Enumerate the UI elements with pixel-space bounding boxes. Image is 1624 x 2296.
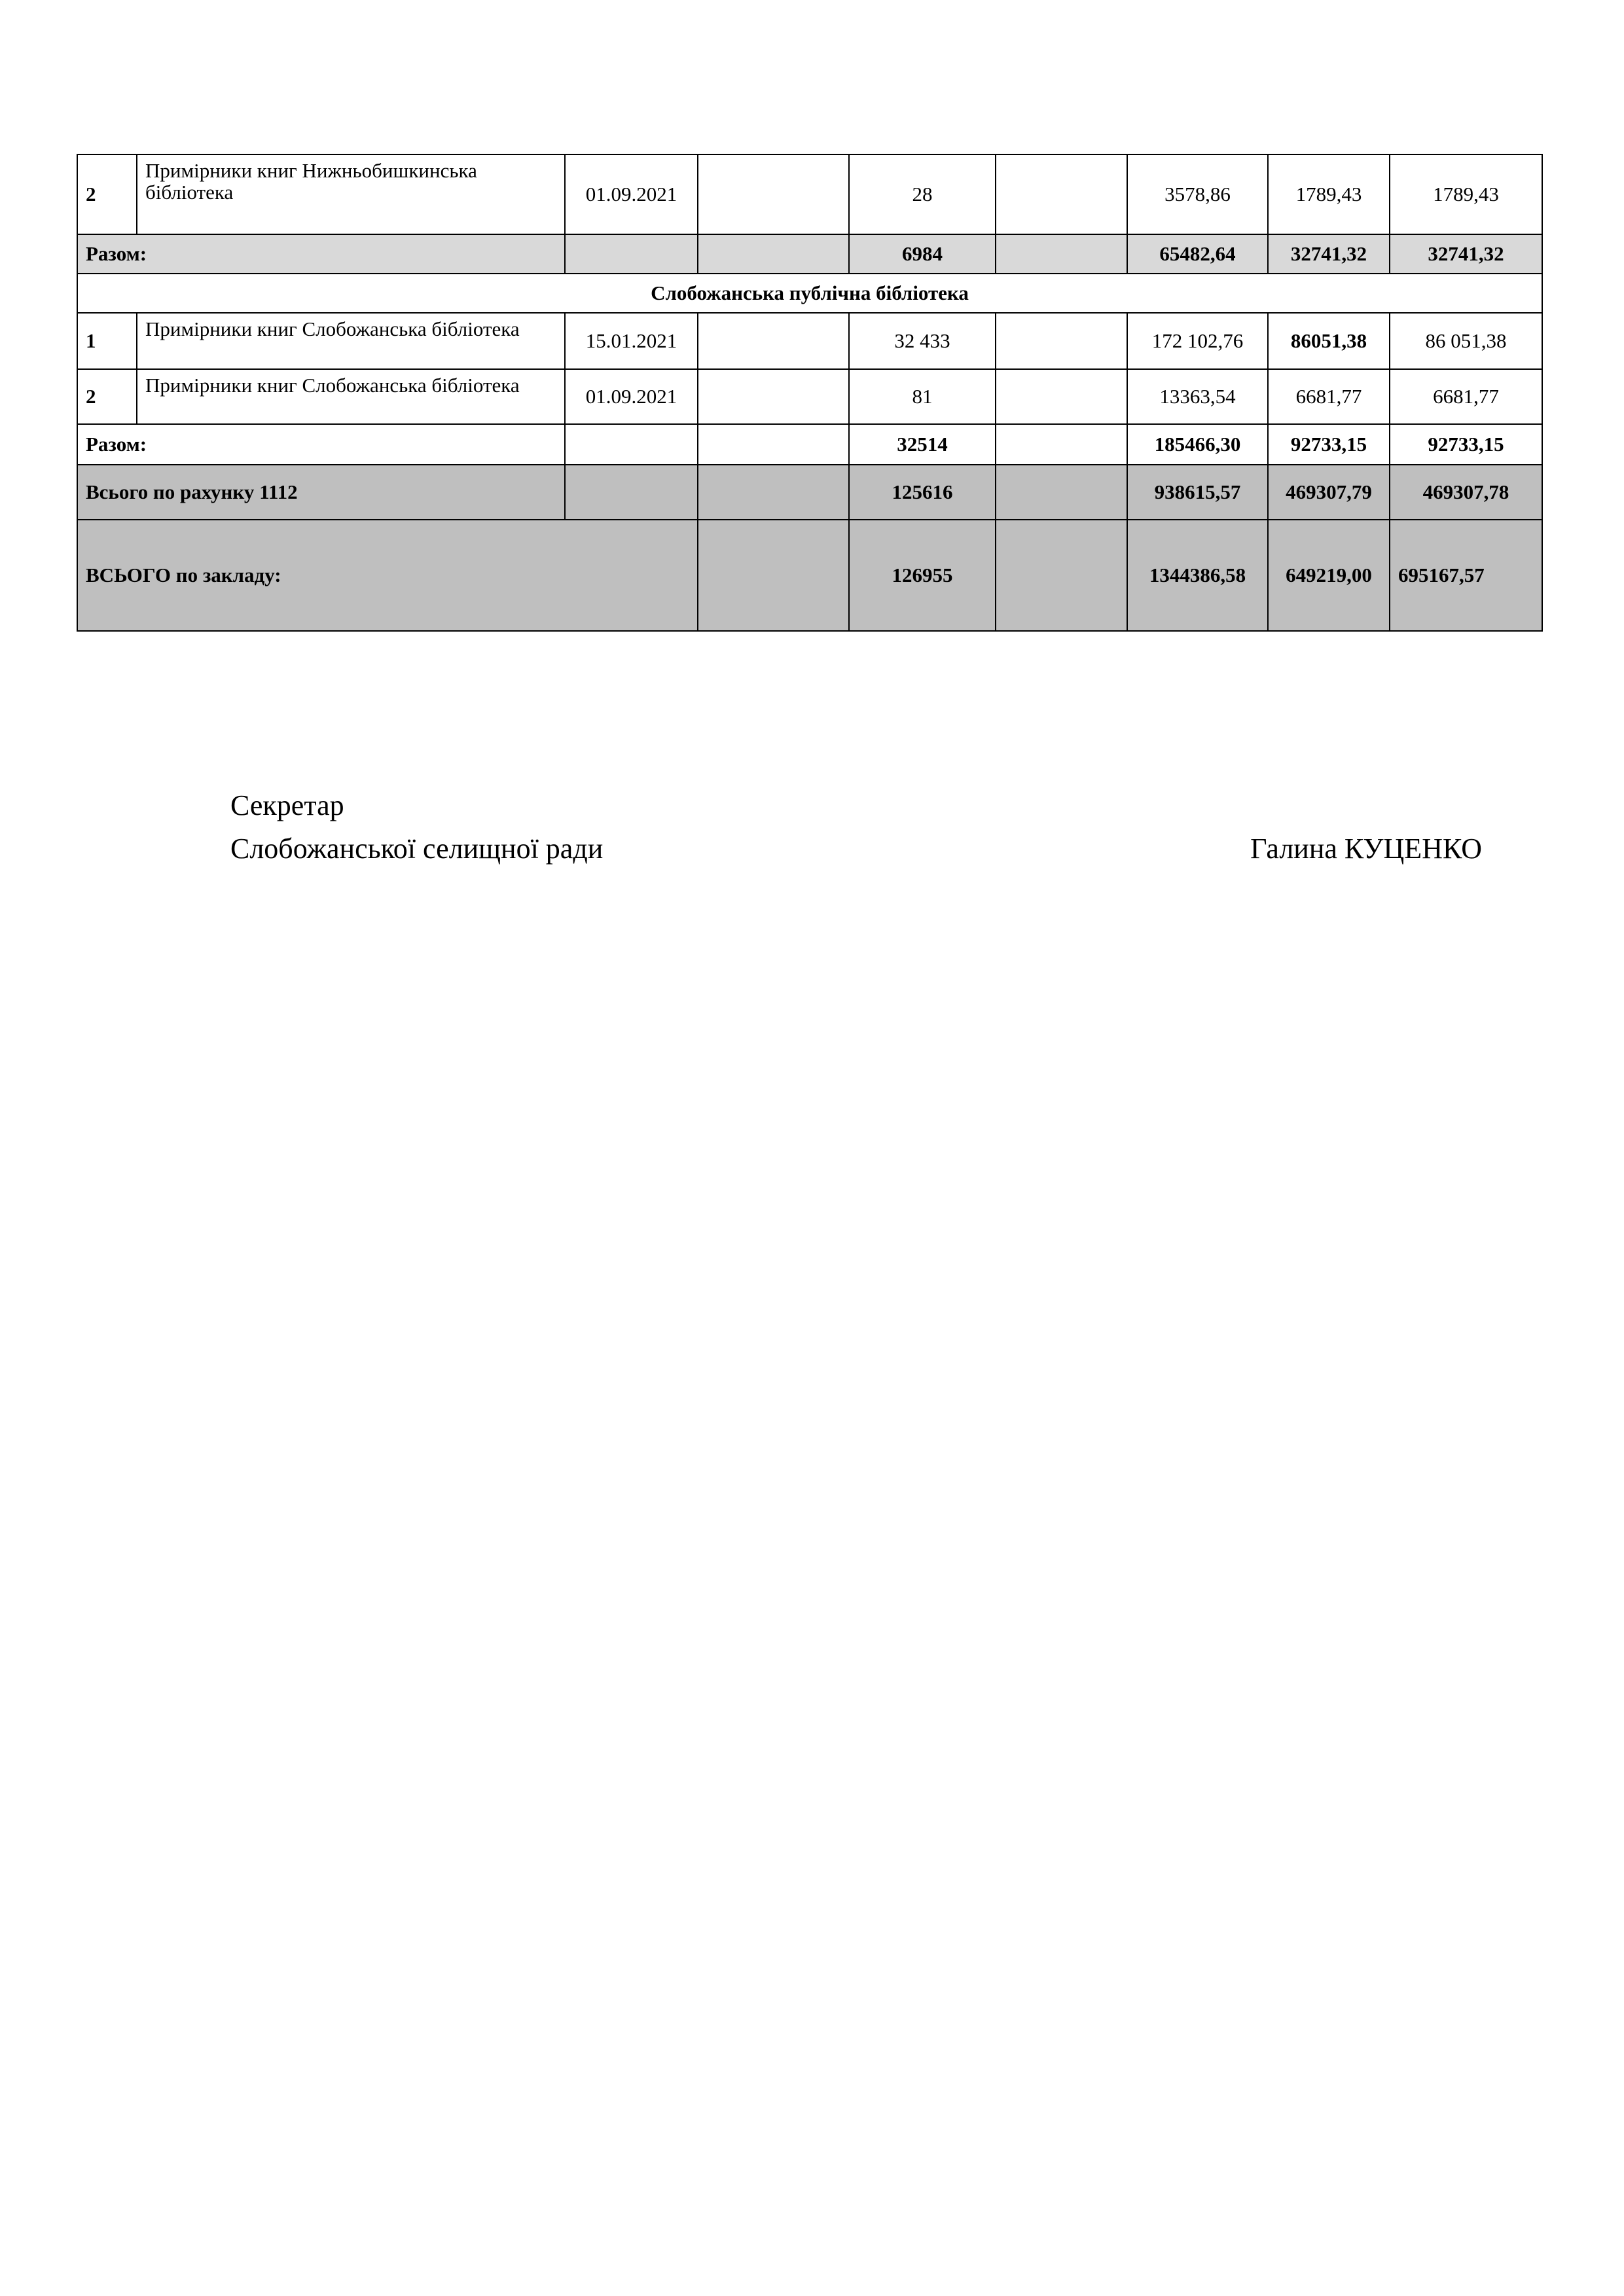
signature-name: Галина КУЦЕНКО [1250,833,1482,865]
empty-cell [697,368,850,425]
account-total-row: Всього по рахунку 1112 125616 938615,57 … [77,464,1543,520]
grand-total-qty: 126955 [848,519,996,632]
empty-cell [995,423,1128,465]
grand-total-row: ВСЬОГО по закладу: 126955 1344386,58 649… [77,519,1543,632]
grand-total-label: ВСЬОГО по закладу: [77,519,698,632]
account-total-qty: 125616 [848,464,996,520]
grand-total-col8: 695167,57 [1389,519,1543,632]
empty-cell [995,368,1128,425]
subtotal-label: Разом: [77,234,566,274]
item-date: 15.01.2021 [564,312,698,370]
item-qty: 28 [848,154,996,235]
item-name: Примірники книг Нижньобишкинська бібліот… [136,154,566,235]
subtotal-col8: 92733,15 [1389,423,1543,465]
subtotal-col8: 32741,32 [1389,234,1543,274]
section-title: Слобожанська публічна бібліотека [77,273,1543,314]
item-qty: 81 [848,368,996,425]
item-col7: 6681,77 [1267,368,1390,425]
inventory-table: 2 Примірники книг Нижньобишкинська біблі… [77,154,1543,632]
item-col8: 6681,77 [1389,368,1543,425]
subtotal-col7: 92733,15 [1267,423,1390,465]
grand-total-sum: 1344386,58 [1127,519,1269,632]
grand-total-col7: 649219,00 [1267,519,1390,632]
empty-cell [564,464,698,520]
subtotal-label: Разом: [77,423,566,465]
empty-cell [995,519,1128,632]
row-number: 1 [77,312,137,370]
subtotal-qty: 6984 [848,234,996,274]
empty-cell [564,423,698,465]
item-name: Примірники книг Слобожанська бібліотека [136,312,566,370]
item-name: Примірники книг Слобожанська бібліотека [136,368,566,425]
row-number: 2 [77,154,137,235]
section-row: Слобожанська публічна бібліотека [77,273,1543,314]
account-total-col8: 469307,78 [1389,464,1543,520]
item-sum: 172 102,76 [1127,312,1269,370]
empty-cell [697,234,850,274]
row-number: 2 [77,368,137,425]
empty-cell [697,464,850,520]
item-qty: 32 433 [848,312,996,370]
item-col8: 1789,43 [1389,154,1543,235]
item-date: 01.09.2021 [564,154,698,235]
empty-cell [995,312,1128,370]
signature-title-line2: Слобожанської селищної ради [230,833,604,865]
subtotal-row: Разом: 32514 185466,30 92733,15 92733,15 [77,423,1543,465]
empty-cell [995,464,1128,520]
empty-cell [697,154,850,235]
empty-cell [995,154,1128,235]
item-col7: 86051,38 [1267,312,1390,370]
empty-cell [697,312,850,370]
item-sum: 13363,54 [1127,368,1269,425]
subtotal-row: Разом: 6984 65482,64 32741,32 32741,32 [77,234,1543,274]
account-total-sum: 938615,57 [1127,464,1269,520]
item-date: 01.09.2021 [564,368,698,425]
empty-cell [697,519,850,632]
empty-cell [564,234,698,274]
table-row: 2 Примірники книг Слобожанська бібліотек… [77,368,1543,425]
item-col7: 1789,43 [1267,154,1390,235]
subtotal-sum: 185466,30 [1127,423,1269,465]
account-total-col7: 469307,79 [1267,464,1390,520]
table-row: 2 Примірники книг Нижньобишкинська біблі… [77,154,1543,235]
table-row: 1 Примірники книг Слобожанська бібліотек… [77,312,1543,370]
item-sum: 3578,86 [1127,154,1269,235]
empty-cell [995,234,1128,274]
subtotal-qty: 32514 [848,423,996,465]
item-col8: 86 051,38 [1389,312,1543,370]
subtotal-col7: 32741,32 [1267,234,1390,274]
empty-cell [697,423,850,465]
account-total-label: Всього по рахунку 1112 [77,464,566,520]
subtotal-sum: 65482,64 [1127,234,1269,274]
signature-title-line1: Секретар [230,789,344,821]
